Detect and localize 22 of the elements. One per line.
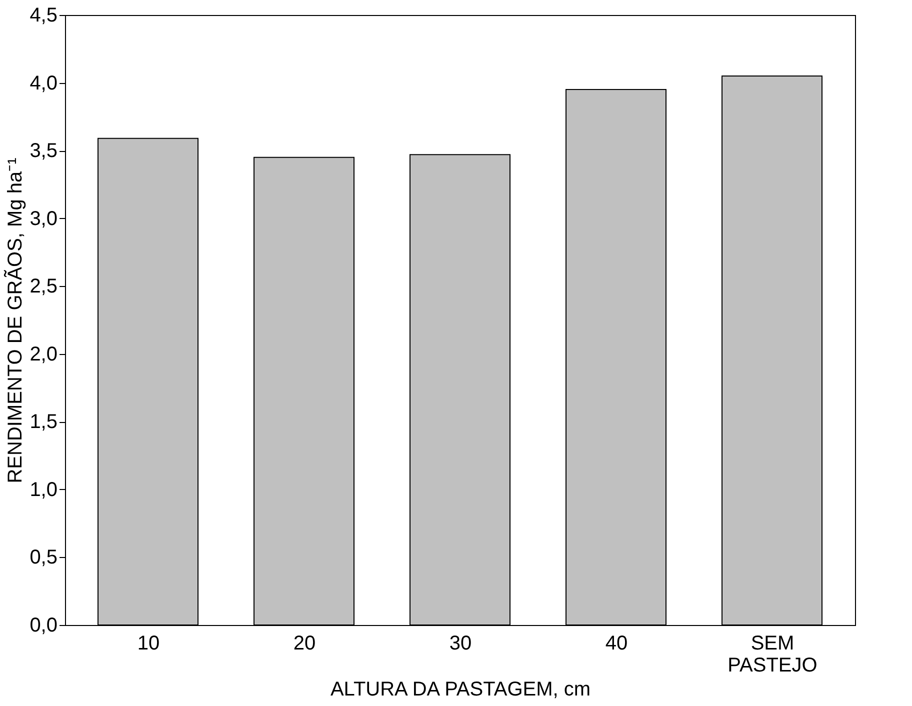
y-tick-label: 3,5 (30, 140, 58, 162)
bar (410, 154, 510, 626)
x-tick-label: SEM PASTEJO (728, 632, 818, 676)
y-axis-title: RENDIMENTO DE GRÃOS, Mg ha⁻¹ (4, 157, 27, 484)
y-tick-label: 4,5 (30, 4, 58, 26)
bar (722, 76, 822, 626)
x-tick-label: 10 (137, 632, 160, 654)
x-tick-label: 30 (449, 632, 472, 654)
bar (254, 156, 354, 626)
x-axis-title: ALTURA DA PASTAGEM, cm (330, 678, 591, 700)
y-tick-label: 2,0 (30, 343, 58, 366)
x-tick-label: 40 (605, 632, 628, 654)
y-tick-label: 3,0 (30, 208, 58, 230)
y-tick-label: 2,5 (30, 276, 58, 298)
x-tick-label: 20 (293, 632, 316, 654)
y-tick-label: 0,0 (30, 614, 58, 636)
y-tick-label: 1,0 (30, 478, 58, 501)
y-tick-label: 4,0 (30, 72, 58, 94)
y-tick-label: 0,5 (30, 546, 58, 569)
y-tick-label: 1,5 (30, 411, 58, 434)
bar (566, 89, 666, 626)
bar (98, 138, 198, 626)
